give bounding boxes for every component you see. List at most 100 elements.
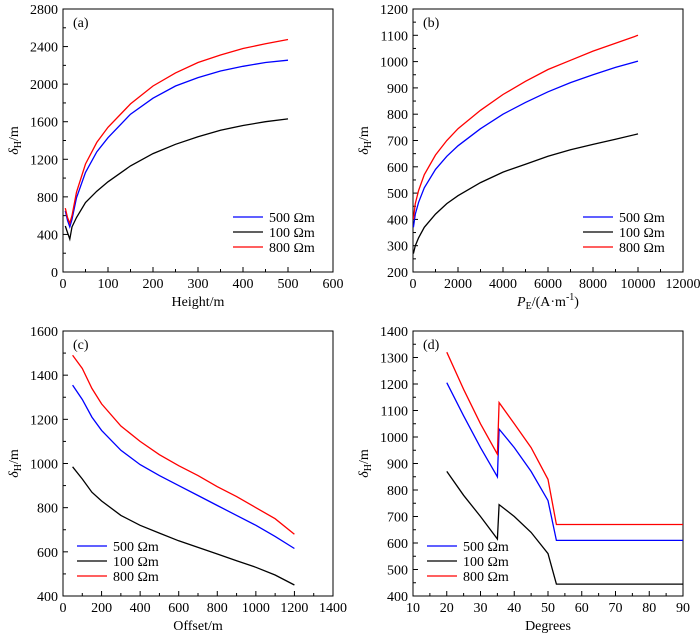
x-tick-label: 8000 <box>579 277 607 292</box>
y-tick-label: 300 <box>387 240 408 255</box>
x-tick-label: 40 <box>507 601 521 616</box>
series-line-0 <box>413 60 639 228</box>
y-tick-label: 700 <box>387 135 408 150</box>
plot-frame <box>62 330 334 597</box>
y-tick-label: 1300 <box>380 352 408 367</box>
series-line-0 <box>64 59 289 230</box>
y-tick-label: 2400 <box>30 41 58 56</box>
y-tick-label: 1000 <box>380 56 408 71</box>
panel-3: 10 20 30 40 50 60 70 80 90 400 500 600 700 800 900 1000… <box>357 325 690 634</box>
x-tick-label: 10000 <box>621 277 656 292</box>
y-tick-label: 600 <box>387 537 408 552</box>
x-tick-label: 70 <box>609 601 623 616</box>
y-tick-label: 1600 <box>30 325 58 340</box>
legend-label: 100 Ωm <box>113 555 159 570</box>
x-tick-label: 600 <box>168 601 189 616</box>
plot-frame <box>412 330 684 597</box>
series-line-1 <box>72 466 295 586</box>
series-line-1 <box>413 133 639 254</box>
x-tick-label: 400 <box>233 277 254 292</box>
x-tick-label: 300 <box>188 277 209 292</box>
y-tick-label: 400 <box>387 213 408 228</box>
panel-label: (a) <box>73 16 89 31</box>
x-tick-label: 10 <box>406 601 420 616</box>
legend-label: 100 Ωm <box>619 226 665 241</box>
legend-label: 800 Ωm <box>619 241 665 256</box>
y-tick-label: 900 <box>387 82 408 97</box>
legend-label: 800 Ωm <box>463 570 509 585</box>
y-tick-label: 800 <box>387 108 408 123</box>
x-tick-label: 800 <box>207 601 228 616</box>
x-tick-label: 600 <box>323 277 344 292</box>
y-tick-label: 2800 <box>30 3 58 18</box>
y-tick-label: 2000 <box>30 78 58 93</box>
x-tick-label: 1000 <box>242 601 270 616</box>
x-axis-label: PE/(A·m-1) <box>516 292 579 312</box>
series-line-2 <box>413 34 639 220</box>
panel-label: (d) <box>423 338 440 353</box>
legend-label: 500 Ωm <box>619 211 665 226</box>
y-tick-label: 600 <box>37 546 58 561</box>
y-tick-label: 900 <box>387 458 408 473</box>
y-tick-label: 800 <box>37 502 58 517</box>
x-tick-label: 0 <box>60 601 67 616</box>
legend-label: 500 Ωm <box>113 540 159 555</box>
panel-label: (b) <box>423 16 440 31</box>
y-axis-label: δH/m <box>7 449 24 478</box>
x-tick-label: 0 <box>60 277 67 292</box>
series-line-2 <box>64 38 289 226</box>
y-tick-label: 500 <box>387 187 408 202</box>
x-axis-label: Degrees <box>525 619 571 634</box>
y-tick-label: 600 <box>387 161 408 176</box>
series-line-2 <box>446 351 683 526</box>
y-tick-label: 800 <box>37 191 58 206</box>
x-tick-label: 0 <box>410 277 417 292</box>
x-tick-label: 90 <box>676 601 690 616</box>
y-tick-label: 1000 <box>380 431 408 446</box>
x-axis-label: Height/m <box>172 295 225 310</box>
legend-label: 800 Ωm <box>269 241 315 256</box>
y-tick-label: 500 <box>387 564 408 579</box>
x-tick-label: 200 <box>91 601 112 616</box>
y-tick-label: 400 <box>37 590 58 605</box>
x-tick-label: 80 <box>642 601 656 616</box>
series-line-0 <box>72 384 295 550</box>
x-tick-label: 60 <box>575 601 589 616</box>
panel-2: 0 200 400 600 800 1000 1200 1400 400 600 800 1000 12… <box>7 325 347 634</box>
x-tick-label: 2000 <box>444 277 472 292</box>
y-tick-label: 1200 <box>30 153 58 168</box>
legend-label: 500 Ωm <box>463 540 509 555</box>
x-tick-label: 400 <box>130 601 151 616</box>
legend-label: 100 Ωm <box>269 226 315 241</box>
y-tick-label: 1000 <box>30 458 58 473</box>
y-tick-label: 1400 <box>30 369 58 384</box>
y-tick-label: 400 <box>37 228 58 243</box>
y-tick-label: 1100 <box>381 405 408 420</box>
x-axis-label: Offset/m <box>173 619 223 634</box>
x-tick-label: 12000 <box>666 277 700 292</box>
legend-label: 100 Ωm <box>463 555 509 570</box>
y-tick-label: 1200 <box>30 413 58 428</box>
x-tick-label: 6000 <box>534 277 562 292</box>
y-tick-label: 1400 <box>380 325 408 340</box>
y-axis-label: δH/m <box>7 126 24 155</box>
series-line-2 <box>72 354 295 535</box>
x-tick-label: 1200 <box>280 601 308 616</box>
series-line-0 <box>446 382 683 542</box>
y-axis-label: δH/m <box>357 449 374 478</box>
y-tick-label: 1200 <box>380 3 408 18</box>
x-tick-label: 20 <box>440 601 454 616</box>
legend-label: 500 Ωm <box>269 211 315 226</box>
x-tick-label: 4000 <box>489 277 517 292</box>
panel-0: 0 100 200 300 400 500 600 0 400 800 1200 1600 2000 24… <box>7 3 344 310</box>
x-tick-label: 100 <box>98 277 119 292</box>
series-line-1 <box>446 471 683 585</box>
x-tick-label: 1400 <box>319 601 347 616</box>
y-tick-label: 1200 <box>380 378 408 393</box>
y-tick-label: 1600 <box>30 116 58 131</box>
y-tick-label: 200 <box>387 266 408 281</box>
x-tick-label: 30 <box>474 601 488 616</box>
y-tick-label: 400 <box>387 590 408 605</box>
